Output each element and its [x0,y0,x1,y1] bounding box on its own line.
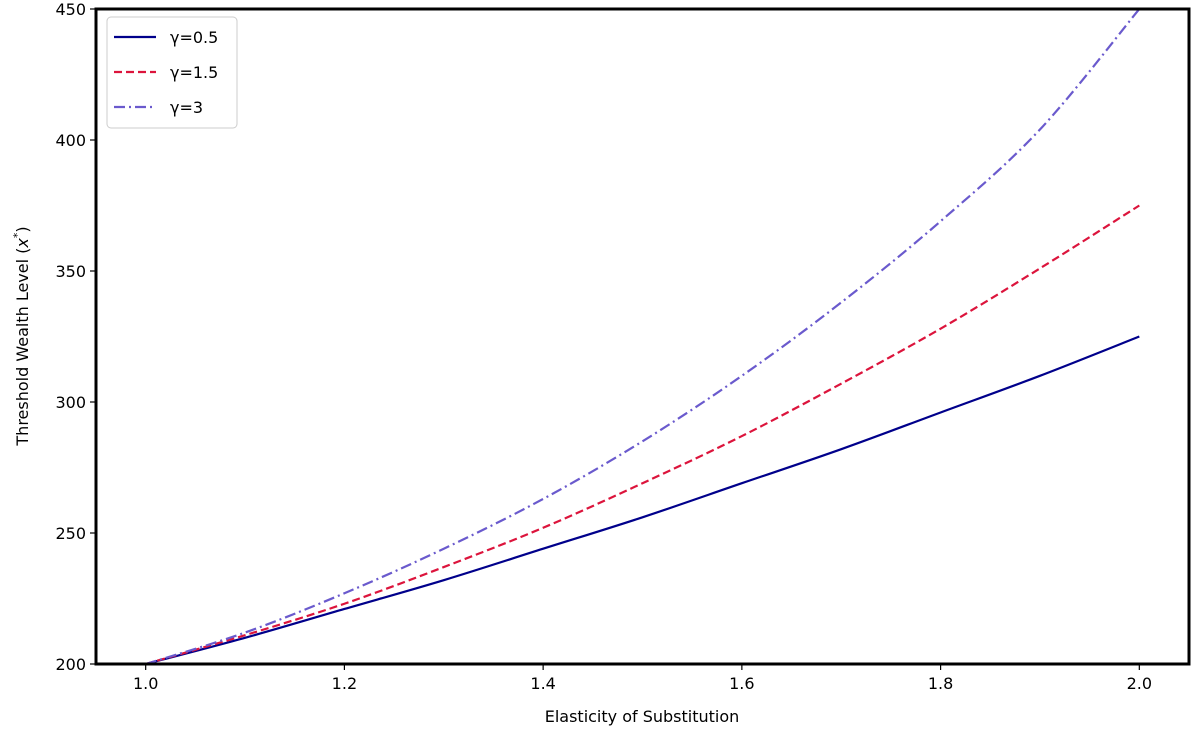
plot-frame [94,7,1191,666]
legend-label-3: γ=3 [170,98,203,117]
y-axis-label-variable: x [13,238,32,249]
y-tick-label: 350 [55,262,86,281]
series-line-1 [145,335,1140,666]
series-line-3 [145,8,1141,666]
legend-items: γ=0.5 γ=1.5 γ=3 [114,28,218,117]
y-axis-label-text: Threshold Wealth Level ( [13,248,32,447]
x-tick-label: 1.0 [133,674,158,693]
ticks-layer: 1.0 1.2 1.4 1.6 1.8 2.0 200 250 300 350 400 450 [55,0,1152,693]
y-tick-label: 400 [55,131,86,150]
legend: γ=0.5 γ=1.5 γ=3 [106,16,238,129]
y-tick-label: 250 [55,524,86,543]
x-tick-label: 2.0 [1127,674,1152,693]
x-tick-label: 1.4 [530,674,555,693]
legend-label-2: γ=1.5 [170,63,218,82]
x-tick-label: 1.2 [332,674,357,693]
x-axis-label: Elasticity of Substitution [545,707,740,726]
series-layer [145,8,1141,666]
x-tick-label: 1.8 [928,674,953,693]
y-axis-label: Threshold Wealth Level (x*) [11,226,32,446]
series-line-2 [145,204,1140,666]
y-tick-label: 200 [55,655,86,674]
legend-label-1: γ=0.5 [170,28,218,47]
x-tick-label: 1.6 [729,674,754,693]
y-axis-label-close: ) [13,226,32,232]
y-axis-label-superscript: * [11,232,24,238]
legend-frame [106,16,238,129]
y-tick-label: 450 [55,0,86,19]
y-tick-label: 300 [55,393,86,412]
